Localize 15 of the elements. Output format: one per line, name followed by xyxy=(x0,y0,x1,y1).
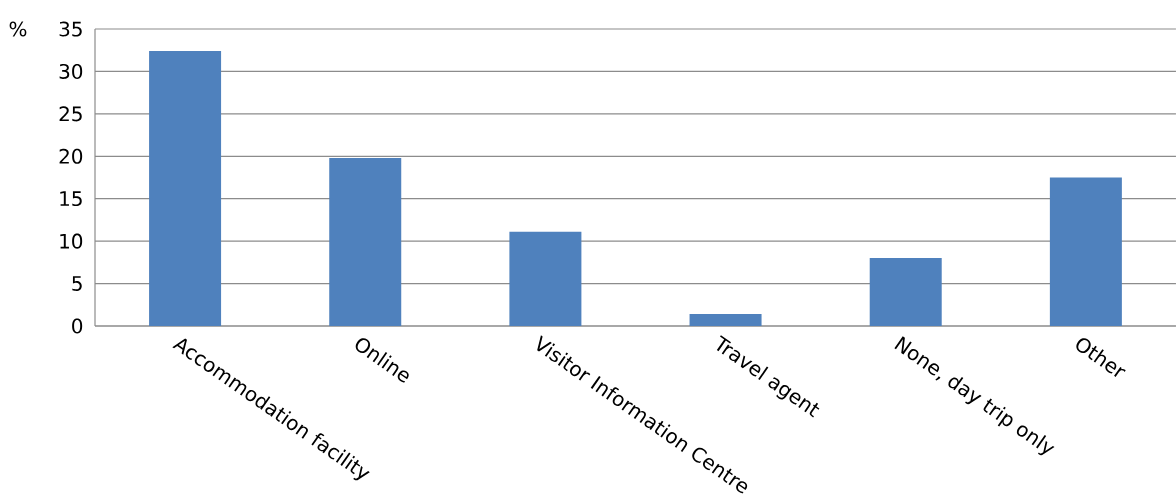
bar xyxy=(509,231,582,326)
y-tick-label: 15 xyxy=(60,191,82,207)
bar xyxy=(1049,177,1122,326)
y-tick-label: 30 xyxy=(59,63,83,79)
y-tick-label: 0 xyxy=(72,318,83,334)
bar xyxy=(869,258,942,326)
bar xyxy=(149,51,222,326)
y-tick-label: 10 xyxy=(60,233,83,249)
y-tick-label: 20 xyxy=(59,148,83,164)
y-tick-label: 25 xyxy=(59,106,82,122)
y-axis-title: % xyxy=(9,21,27,37)
bar xyxy=(329,157,402,326)
y-tick-label: 5 xyxy=(72,276,82,291)
y-tick-label: 35 xyxy=(59,21,82,37)
bar xyxy=(689,314,762,326)
